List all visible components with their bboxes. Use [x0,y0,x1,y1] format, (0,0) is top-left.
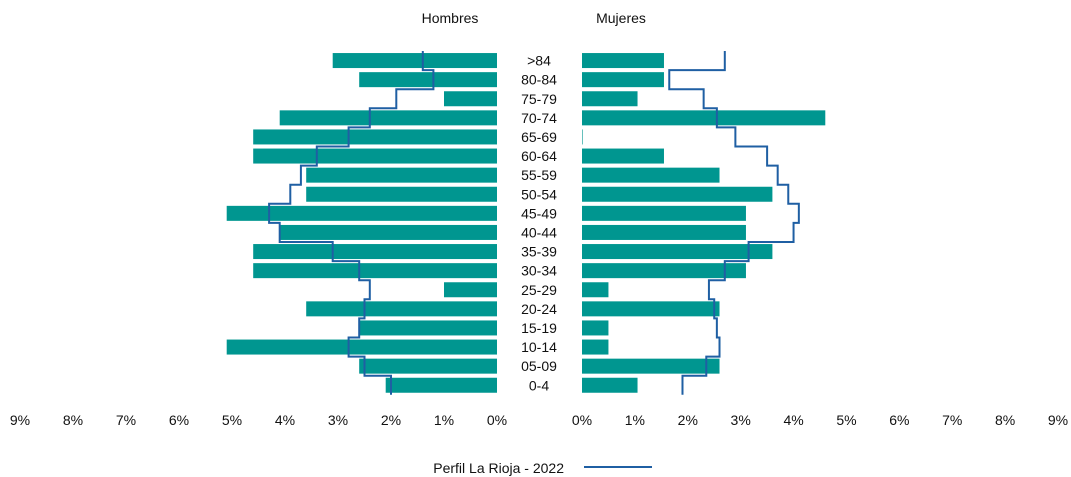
x-tick-label: 8% [63,412,83,428]
x-tick-label: 5% [836,412,856,428]
right-bar [582,91,638,107]
age-group-label: 50-54 [521,186,557,202]
left-bar [253,148,497,164]
right-bar [582,110,826,126]
right-profile-line [668,51,800,395]
left-bar [253,244,497,260]
left-bar [332,53,497,69]
left-bar [253,263,497,279]
x-tick-label: 5% [222,412,242,428]
age-group-label: 55-59 [521,167,557,183]
right-bar [582,339,609,355]
right-panel-title: Mujeres [596,10,646,26]
left-profile-line [268,51,435,395]
age-group-label: 80-84 [521,72,557,88]
x-tick-label: 1% [434,412,454,428]
left-bar [279,110,497,126]
x-tick-label: 3% [731,412,751,428]
left-bar [444,91,497,107]
right-bar [582,263,746,279]
profile-lines-layer [268,51,800,395]
x-axis-ticks: 9% 8% 7% 6% 5% 4% 3% 2% 1% 0% 0% 1% 2% 3% 4% 5% 6% 7% 8% 9% [10,412,1068,428]
x-tick-label: 1% [625,412,645,428]
age-group-labels: >84 80-84 75-79 70-74 65-69 60-64 55-59 50-54 45… [521,53,557,394]
age-group-label: 10-14 [521,339,557,355]
age-group-label: 15-19 [521,320,557,336]
x-tick-label: 2% [678,412,698,428]
right-bar [582,186,773,202]
right-bar [582,301,720,317]
legend-label: Perfil La Rioja - 2022 [433,460,564,476]
age-group-label: 75-79 [521,91,557,107]
age-group-label: 35-39 [521,244,557,260]
x-tick-label: 4% [783,412,803,428]
age-group-label: 25-29 [521,282,557,298]
left-bar [385,377,497,393]
right-bar [582,377,638,393]
age-group-label: 05-09 [521,358,557,374]
left-panel-title: Hombres [422,10,479,26]
age-group-label: 60-64 [521,148,557,164]
bars-layer [226,53,826,393]
left-bar [306,186,497,202]
x-tick-label: 7% [942,412,962,428]
left-bar [359,358,497,374]
left-bar [306,301,497,317]
x-tick-label: 0% [487,412,507,428]
left-bar [359,72,497,88]
x-tick-label: 8% [995,412,1015,428]
x-tick-label: 4% [275,412,295,428]
x-tick-label: 6% [889,412,909,428]
age-group-label: 30-34 [521,263,557,279]
age-group-label: >84 [527,53,551,69]
right-bar [582,72,664,88]
right-bar [582,224,746,240]
right-bar [582,244,773,260]
x-tick-label: 7% [116,412,136,428]
left-bar [444,282,497,298]
right-bar [582,205,746,221]
right-bar [582,358,720,374]
x-tick-label: 3% [328,412,348,428]
age-group-label: 70-74 [521,110,557,126]
x-tick-label: 0% [572,412,592,428]
age-group-label: 40-44 [521,224,557,240]
left-bar [226,205,497,221]
age-group-label: 65-69 [521,129,557,145]
age-group-label: 0-4 [529,377,549,393]
x-tick-label: 9% [1048,412,1068,428]
right-bar [582,129,583,145]
right-bar [582,148,664,164]
left-bar [306,167,497,183]
x-tick-label: 6% [169,412,189,428]
age-group-label: 20-24 [521,301,557,317]
right-bar [582,282,609,298]
legend: Perfil La Rioja - 2022 [433,460,652,476]
right-bar [582,167,720,183]
right-bar [582,320,609,336]
x-tick-label: 2% [381,412,401,428]
left-bar [253,129,497,145]
left-bar [226,339,497,355]
age-group-label: 45-49 [521,205,557,221]
x-tick-label: 9% [10,412,30,428]
left-bar [279,224,497,240]
left-bar [359,320,497,336]
right-bar [582,53,664,69]
